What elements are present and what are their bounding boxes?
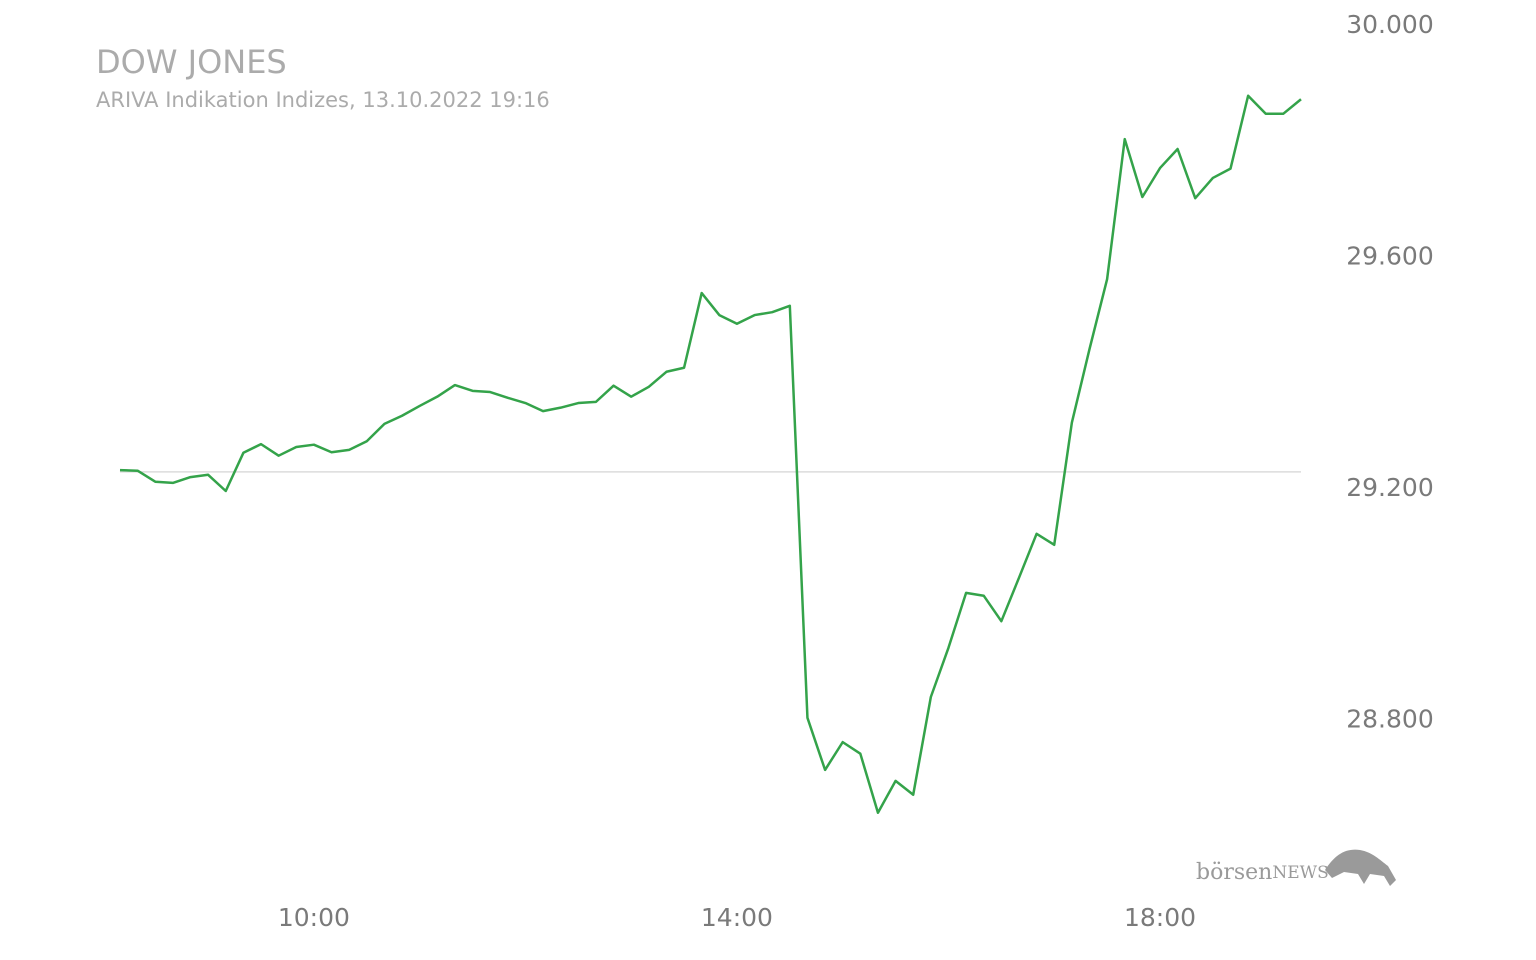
y-tick-label: 29.600: [1346, 241, 1433, 270]
logo-bull: [1325, 849, 1396, 886]
logo-part: börsen: [1196, 860, 1272, 885]
y-tick-label: 29.200: [1346, 473, 1433, 502]
chart-title: DOW JONES: [96, 43, 287, 81]
y-tick-label: 28.800: [1346, 704, 1433, 733]
y-tick-label: 30.000: [1346, 10, 1433, 39]
chart-subtitle: ARIVA Indikation Indizes, 13.10.2022 19:…: [96, 88, 550, 112]
logo: börsenNEWS: [1196, 849, 1396, 886]
price-line: [119, 94, 1302, 814]
logo-text: börsenNEWS: [1196, 860, 1329, 885]
logo-part: NEWS: [1272, 863, 1328, 883]
x-tick-label: 10:00: [278, 903, 350, 932]
x-tick-label: 18:00: [1124, 903, 1196, 932]
x-tick-label: 14:00: [701, 903, 773, 932]
